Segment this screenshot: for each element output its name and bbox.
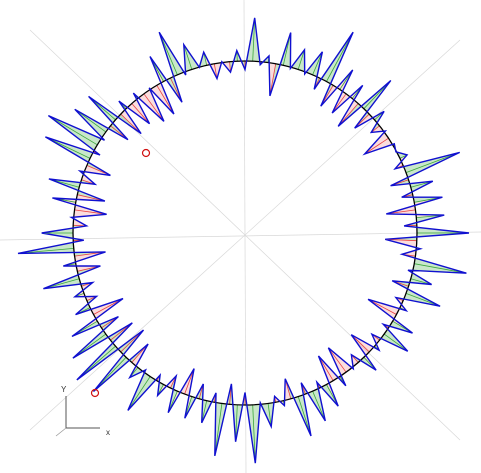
deviation-hatch (331, 93, 347, 114)
deviation-hatch (297, 49, 305, 70)
triad-z-axis (55, 427, 67, 437)
gridline-diagonal-b (29, 39, 461, 431)
deviation-hatch (156, 85, 175, 115)
deviation-region (404, 225, 469, 233)
deviation-hatch (297, 396, 312, 437)
deviation-region (45, 136, 100, 159)
deviation-region (312, 382, 326, 421)
deviation-region (385, 233, 469, 241)
deviation-hatch (312, 391, 326, 422)
deviation-region (395, 152, 460, 173)
deviation-region (79, 165, 111, 176)
start-point-marker[interactable] (141, 148, 151, 158)
deviation-region (268, 396, 276, 427)
deviation-hatch (93, 298, 124, 315)
deviation-region (364, 138, 395, 154)
deviation-hatch (364, 137, 389, 155)
deviation-hatch (367, 298, 397, 315)
deviation-hatch (386, 209, 416, 215)
deviation-hatch (184, 368, 195, 395)
deviation-hatch (326, 32, 354, 82)
axes-triad-icon: Y x (55, 385, 110, 437)
deviation-hatch (328, 347, 347, 373)
deviation-region (395, 293, 441, 307)
deviation-hatch (214, 403, 223, 456)
end-point-marker[interactable] (90, 388, 100, 398)
deviation-region (383, 321, 413, 334)
gridline-horizontal (0, 231, 481, 241)
deviation-region (71, 209, 107, 218)
deviation-hatch (318, 355, 334, 381)
deviation-hatch (252, 404, 256, 464)
deviation-fills (18, 17, 469, 464)
deviation-region (143, 87, 164, 122)
deviation-hatch (252, 17, 256, 62)
deviation-hatch (267, 403, 272, 427)
deviation-region (127, 369, 151, 411)
deviation-hatch (183, 44, 193, 70)
deviation-region (48, 115, 105, 145)
deviation-hatch (235, 404, 238, 442)
deviation-hatch (269, 63, 277, 96)
deviation-hatch (131, 103, 150, 124)
roundness-profile[interactable] (17, 17, 470, 464)
deviation-hatch (383, 333, 408, 352)
triad-x-label: x (106, 428, 110, 437)
deviation-hatch (405, 152, 460, 173)
deviation-hatch (48, 115, 98, 146)
deviation-hatch (127, 376, 151, 411)
deviation-hatch (414, 263, 467, 274)
deviation-hatch (45, 136, 91, 159)
deviation-hatch (143, 93, 165, 122)
deviation-region (229, 383, 238, 442)
deviation-hatch (405, 293, 441, 307)
triad-y-label: Y (61, 385, 67, 394)
reference-circle[interactable] (72, 60, 418, 406)
deviation-region (43, 278, 93, 289)
deviation-hatch (312, 51, 323, 75)
deviation-region (386, 209, 445, 218)
deviation-hatch (351, 334, 370, 353)
deviation-hatch (74, 209, 107, 215)
deviation-hatch (74, 108, 107, 133)
deviation-region (298, 49, 306, 74)
deviation-region (368, 299, 407, 315)
deviation-hatch (213, 63, 218, 79)
deviation-region (48, 178, 96, 188)
deviation-hatch (77, 194, 105, 202)
